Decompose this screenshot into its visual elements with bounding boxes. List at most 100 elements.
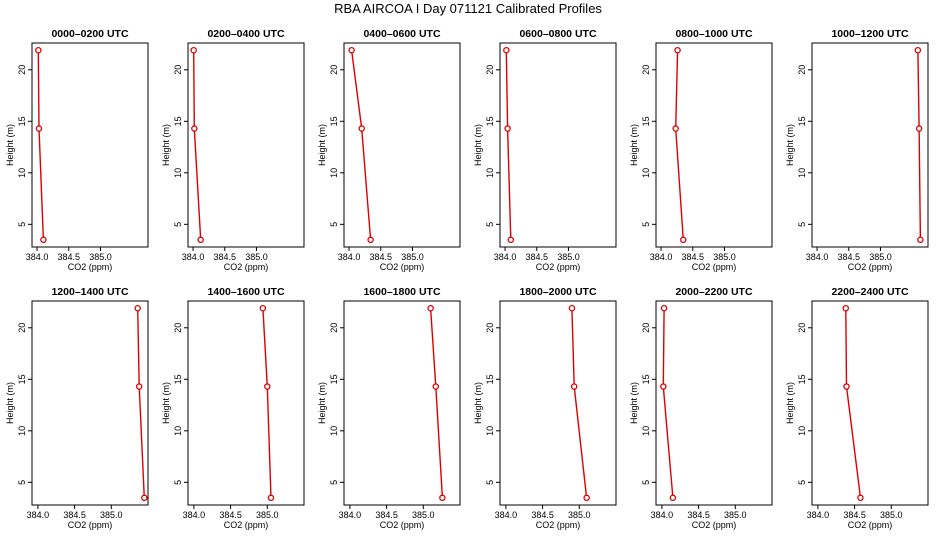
panel-4-point — [504, 125, 511, 132]
panel-6-frame — [811, 42, 929, 248]
panel-7-ytick-label: 10 — [17, 426, 27, 436]
panel-7-series-line — [137, 308, 145, 498]
panel-10-xtick-label: 384.5 — [531, 510, 554, 520]
panel-8-title: 1400–1600 UTC — [207, 286, 284, 298]
panel-8-xlabel: CO2 (ppm) — [224, 520, 269, 530]
panel-4-series-line — [505, 50, 512, 240]
panel-1-ylabel: Height (m) — [5, 124, 15, 166]
panel-2-ylabel: Height (m) — [161, 124, 171, 166]
panel-12-ytick-label: 15 — [797, 374, 807, 384]
panel-12-xtick-label: 384.5 — [843, 510, 866, 520]
panel-6-point — [915, 125, 923, 132]
panel-3-ytick-label: 20 — [329, 65, 339, 75]
panel-4-xlabel: CO2 (ppm) — [536, 262, 581, 272]
panel-9-series-line — [429, 308, 444, 498]
panel-1-title: 0000–0200 UTC — [51, 28, 128, 40]
panel-7-point — [141, 494, 148, 502]
panel-5-point — [680, 236, 687, 244]
panel-1-xlabel: CO2 (ppm) — [68, 262, 113, 272]
panel-2-series-line — [193, 50, 202, 240]
panel-3-xtick-label: 384.5 — [369, 252, 392, 262]
panel-1-ytick-label: 15 — [17, 116, 27, 126]
panel-4-xtick-label: 384.0 — [494, 252, 517, 262]
panel-2-ytick-label: 15 — [173, 116, 183, 126]
panel-2-xtick-label: 385.0 — [245, 252, 268, 262]
panel-4-ytick-label: 5 — [485, 222, 495, 227]
panel-1-ytick-label: 20 — [17, 65, 27, 75]
panel-9-frame — [343, 300, 461, 506]
panel-11-series-line — [662, 308, 674, 498]
panel-3-title: 0400–0600 UTC — [363, 28, 440, 40]
panel-4-ytick-label: 20 — [485, 65, 495, 75]
panel-3-ytick-label: 5 — [329, 222, 339, 227]
panel-9-point — [439, 494, 446, 502]
panel-8-xtick-label: 384.0 — [183, 510, 206, 520]
panel-7-xlabel: CO2 (ppm) — [68, 520, 113, 530]
panel-12-ylabel: Height (m) — [785, 382, 795, 424]
panel-6-point — [917, 236, 924, 244]
panel-7-ytick-label: 20 — [17, 323, 27, 333]
panel-12-xtick-label: 385.0 — [880, 510, 903, 520]
panel-10-ytick-label: 15 — [485, 374, 495, 384]
panel-5-title: 0800–1000 UTC — [675, 28, 752, 40]
panel-10-ytick-label: 10 — [485, 426, 495, 436]
panel-9-point — [432, 383, 440, 390]
panel-1-ytick-label: 10 — [17, 168, 27, 178]
panel-12-point — [843, 383, 850, 390]
panel-8-series-line — [262, 308, 272, 498]
panel-3-ytick-label: 10 — [329, 168, 339, 178]
panel-4-ylabel: Height (m) — [473, 124, 483, 166]
panel-10-xtick-label: 385.0 — [568, 510, 591, 520]
panel-10-ytick-label: 20 — [485, 323, 495, 333]
panel-11-point — [660, 304, 668, 312]
panel-8-frame — [187, 300, 305, 506]
panel-2-ytick-label: 20 — [173, 65, 183, 75]
panel-6-xtick-label: 384.0 — [806, 252, 829, 262]
panel-5-ytick-label: 10 — [641, 168, 651, 178]
panel-8-ytick-label: 5 — [173, 480, 183, 485]
panel-5-point — [672, 125, 679, 132]
panel-6-ytick-label: 5 — [797, 222, 807, 227]
panel-6-xtick-label: 384.5 — [837, 252, 860, 262]
panel-3-point — [348, 46, 355, 54]
panel-3-ylabel: Height (m) — [317, 124, 327, 166]
panel-11-ytick-label: 10 — [641, 426, 651, 436]
panel-12-point — [842, 304, 850, 312]
panel-11-title: 2000–2200 UTC — [675, 286, 752, 298]
panel-9-ytick-label: 10 — [329, 426, 339, 436]
panel-7-point — [135, 383, 143, 390]
panel-11-ytick-label: 5 — [641, 480, 651, 485]
panel-6-xtick-label: 385.0 — [869, 252, 892, 262]
panel-2-point — [191, 125, 198, 132]
panel-6-ytick-label: 20 — [797, 65, 807, 75]
panel-3-xtick-label: 385.0 — [401, 252, 424, 262]
panel-4-title: 0600–0800 UTC — [519, 28, 596, 40]
panel-9-ylabel: Height (m) — [317, 382, 327, 424]
panel-4-xtick-label: 385.0 — [557, 252, 580, 262]
panel-12-xlabel: CO2 (ppm) — [848, 520, 893, 530]
panel-5-xtick-label: 384.0 — [650, 252, 673, 262]
panel-11-ytick-label: 15 — [641, 374, 651, 384]
panel-4-xtick-label: 384.5 — [525, 252, 548, 262]
panel-4-ytick-label: 10 — [485, 168, 495, 178]
panel-7-xtick-label: 384.5 — [63, 510, 86, 520]
panel-6-xlabel: CO2 (ppm) — [848, 262, 893, 272]
panel-4-ytick-label: 15 — [485, 116, 495, 126]
panel-7-xtick-label: 384.0 — [27, 510, 50, 520]
panel-2-ytick-label: 10 — [173, 168, 183, 178]
panel-11-point — [669, 494, 677, 502]
panel-12-series-line — [845, 308, 862, 498]
panel-5-xtick-label: 385.0 — [713, 252, 736, 262]
panel-3-point — [358, 125, 365, 132]
panel-6-ytick-label: 10 — [797, 168, 807, 178]
panel-5-ylabel: Height (m) — [629, 124, 639, 166]
panel-11-xtick-label: 384.0 — [651, 510, 674, 520]
panel-8-point — [259, 304, 267, 312]
panel-1-xtick-label: 384.0 — [26, 252, 49, 262]
figure-title: RBA AIRCOA I Day 071121 Calibrated Profi… — [334, 1, 602, 16]
panel-12-ytick-label: 10 — [797, 426, 807, 436]
panel-10-point — [568, 304, 576, 312]
panel-9-point — [427, 304, 434, 312]
panel-5-ytick-label: 15 — [641, 116, 651, 126]
